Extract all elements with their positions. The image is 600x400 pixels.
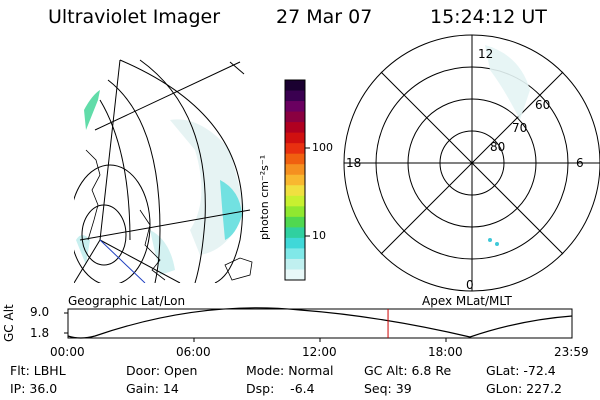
colorbar-band	[285, 101, 305, 113]
colorbar-band	[285, 90, 305, 102]
observation-time: 15:24:12 UT	[430, 6, 547, 28]
colorbar-band	[285, 185, 305, 197]
time-tick-1800: 18:00	[428, 345, 463, 359]
time-tick-0600: 06:00	[176, 345, 211, 359]
time-tick-0000: 00:00	[50, 345, 85, 359]
colorbar-band	[285, 153, 305, 165]
altitude-curve	[67, 307, 573, 339]
colorbar-band	[285, 164, 305, 176]
colorbar-band	[285, 122, 305, 134]
instrument-title: Ultraviolet Imager	[48, 6, 221, 28]
colorbar-tick-10: 10	[312, 229, 326, 242]
left-panel-label: Geographic Lat/Lon	[68, 294, 186, 308]
time-tick-2359: 23:59	[554, 345, 589, 359]
colorbar-tick-100: 100	[312, 141, 333, 154]
colorbar-band	[285, 132, 305, 144]
observation-date: 27 Mar 07	[276, 6, 373, 28]
colorbar-band	[285, 111, 305, 123]
glon-info: GLon: 227.2	[486, 381, 562, 396]
altitude-tick-top: 9.0	[30, 305, 50, 319]
aurora-emission	[76, 90, 245, 275]
colorbar-band	[285, 143, 305, 155]
colorbar-band	[285, 248, 305, 260]
dsp-info: Dsp: -6.4	[246, 381, 315, 396]
gain-info: Gain: 14	[126, 381, 179, 396]
colorbar-band	[285, 174, 305, 186]
mlt-label-6: 6	[576, 156, 584, 170]
colorbar-band	[285, 195, 305, 207]
polar-aurora-emission	[485, 45, 530, 246]
glat-info: GLat: -72.4	[486, 363, 556, 378]
mlt-label-18: 18	[346, 156, 362, 170]
filter-info: Flt: LBHL	[10, 363, 66, 378]
colorbar-band	[285, 258, 305, 270]
door-info: Door: Open	[126, 363, 198, 378]
mlt-label-0: 0	[466, 278, 474, 292]
mode-info: Mode: Normal	[246, 363, 334, 378]
lat-label-70: 70	[512, 121, 528, 135]
ip-info: IP: 36.0	[10, 381, 58, 396]
altitude-tick-bottom: 1.8	[30, 326, 50, 340]
colorbar-band	[285, 216, 305, 228]
mlt-label-12: 12	[478, 47, 494, 61]
colorbar-band	[285, 237, 305, 249]
colorbar-band	[285, 227, 305, 239]
lat-label-80: 80	[490, 140, 506, 154]
colorbar-band	[285, 80, 305, 92]
gc-alt-info: GC Alt: 6.8 Re	[364, 363, 452, 378]
seq-info: Seq: 39	[364, 381, 412, 396]
time-tick-1200: 12:00	[302, 345, 337, 359]
lat-label-60: 60	[535, 98, 551, 112]
colorbar-band	[285, 269, 305, 281]
colorbar-band	[285, 206, 305, 218]
right-panel-label: Apex MLat/MLT	[422, 294, 512, 308]
